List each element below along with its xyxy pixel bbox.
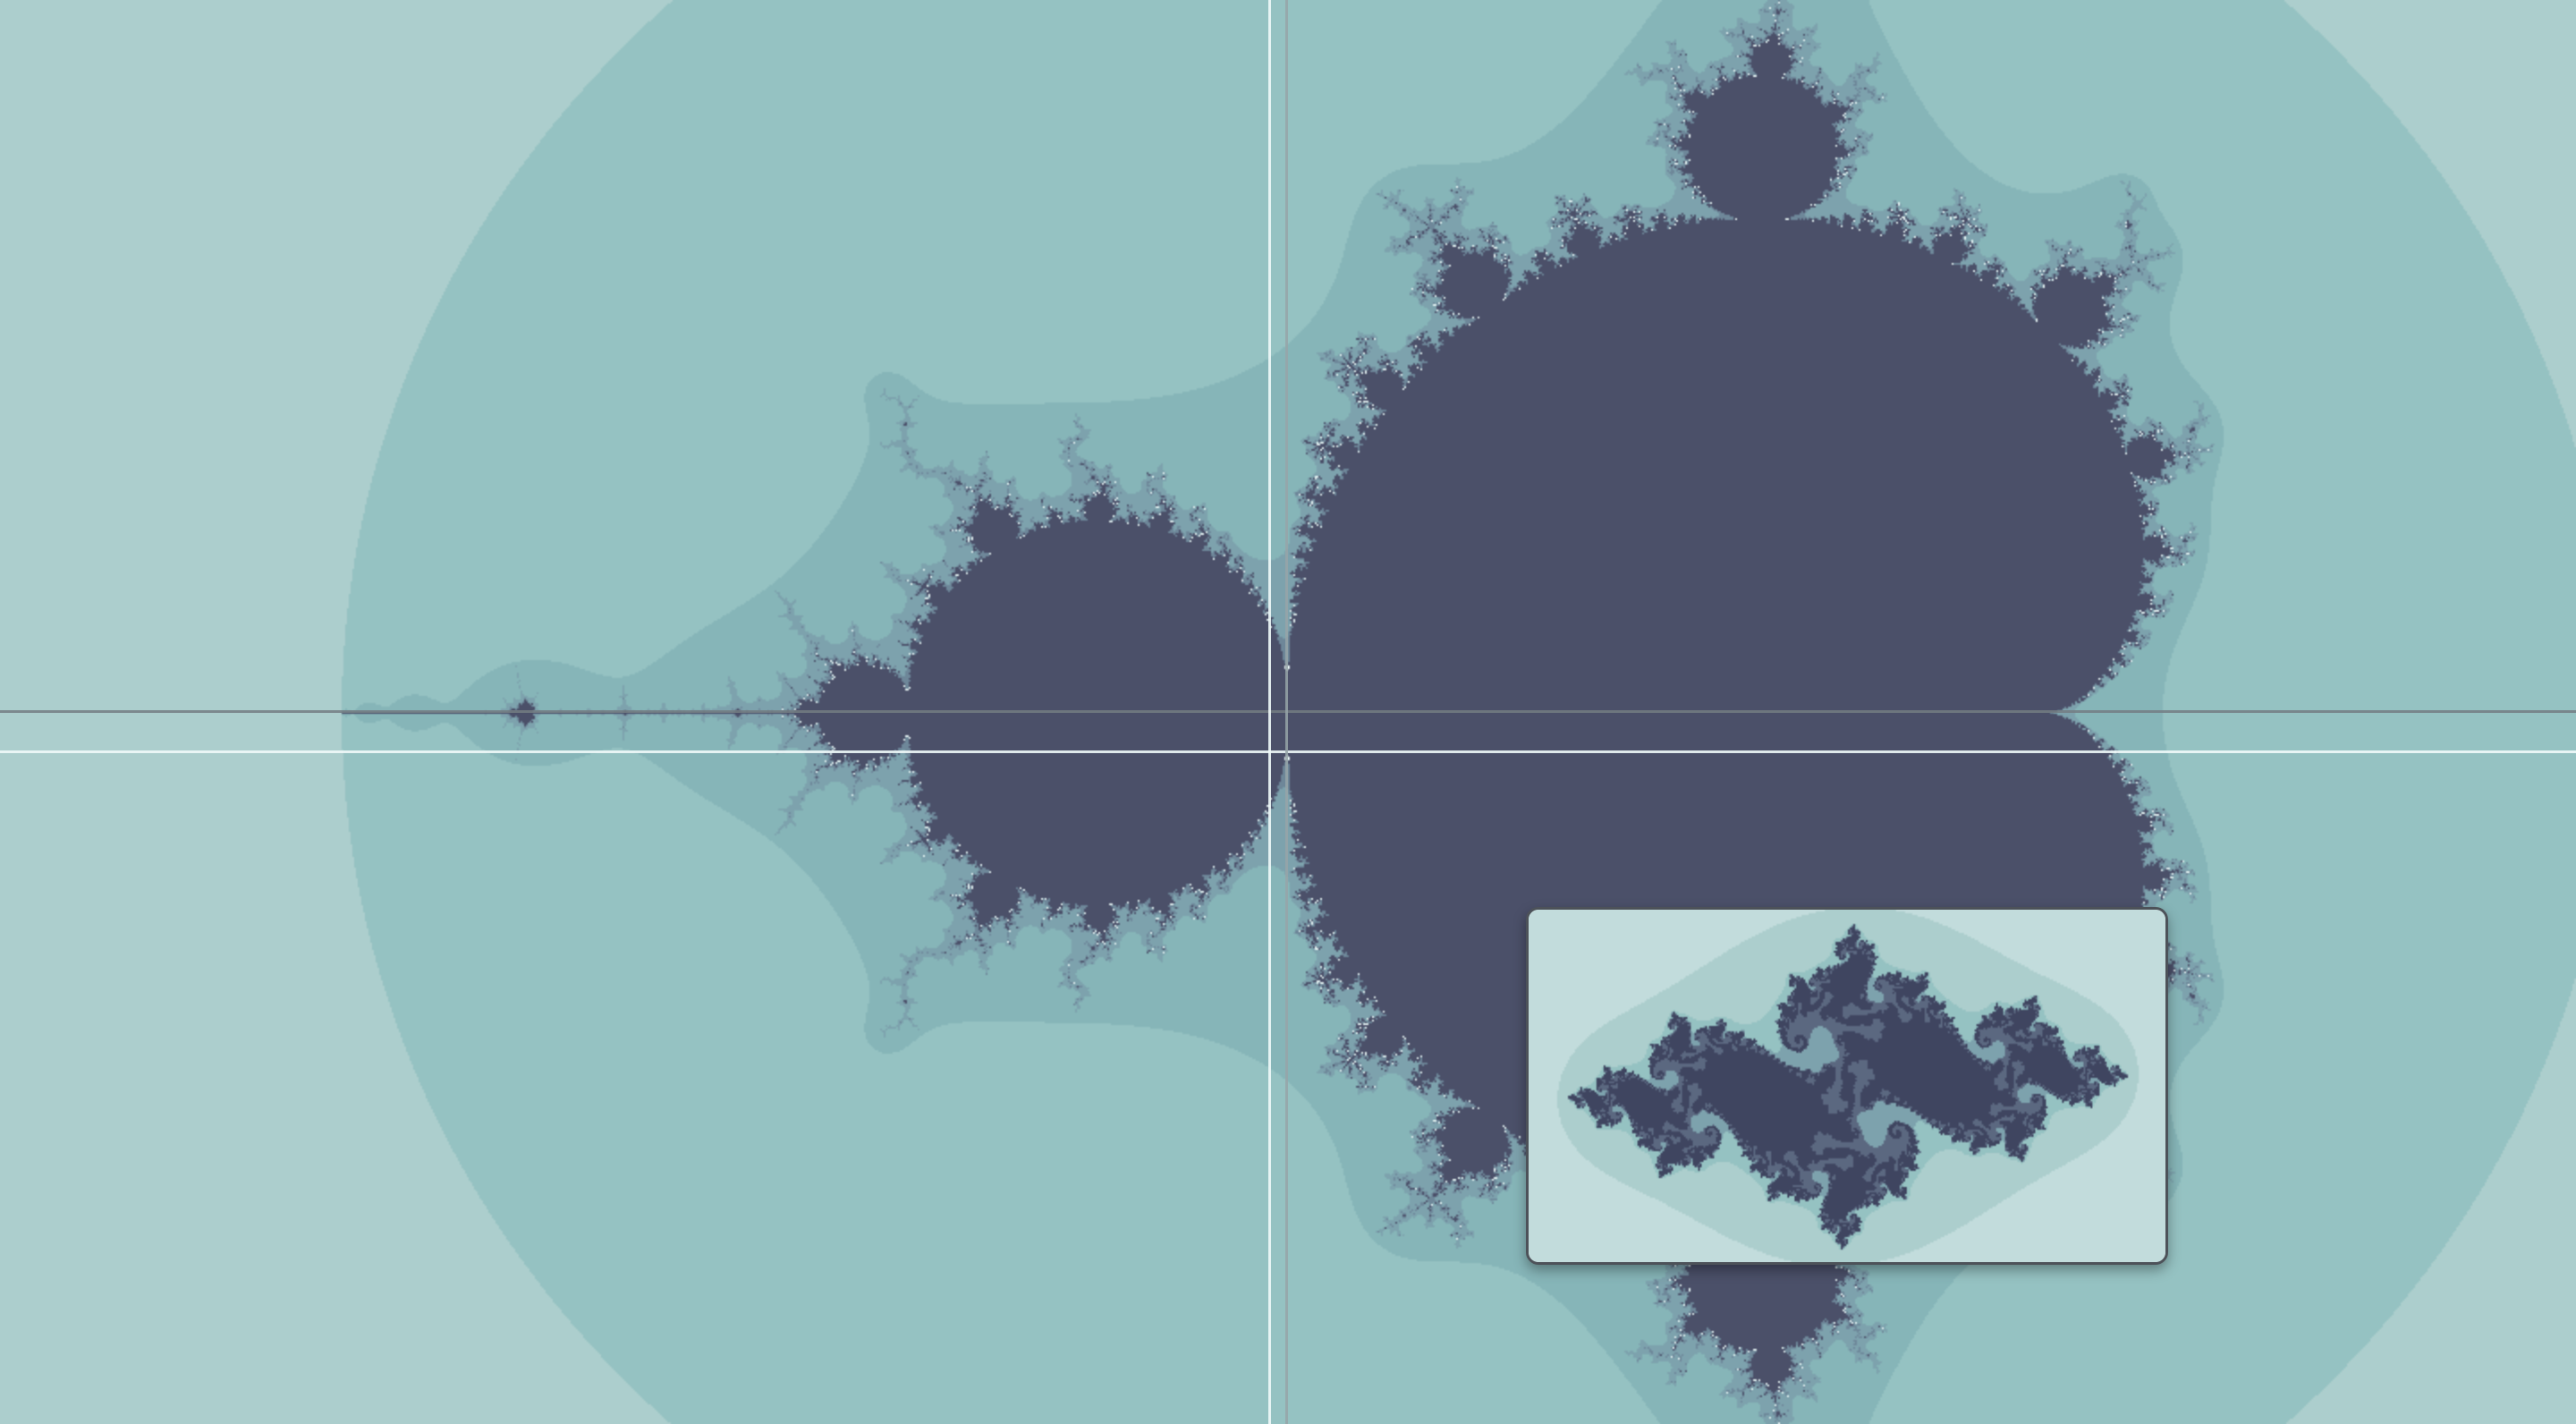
julia-preview-canvas — [1529, 910, 2165, 1262]
horizontal-crosshair[interactable] — [0, 710, 2576, 753]
julia-preview-panel[interactable] — [1526, 907, 2168, 1265]
vertical-crosshair[interactable] — [1268, 0, 1288, 1424]
